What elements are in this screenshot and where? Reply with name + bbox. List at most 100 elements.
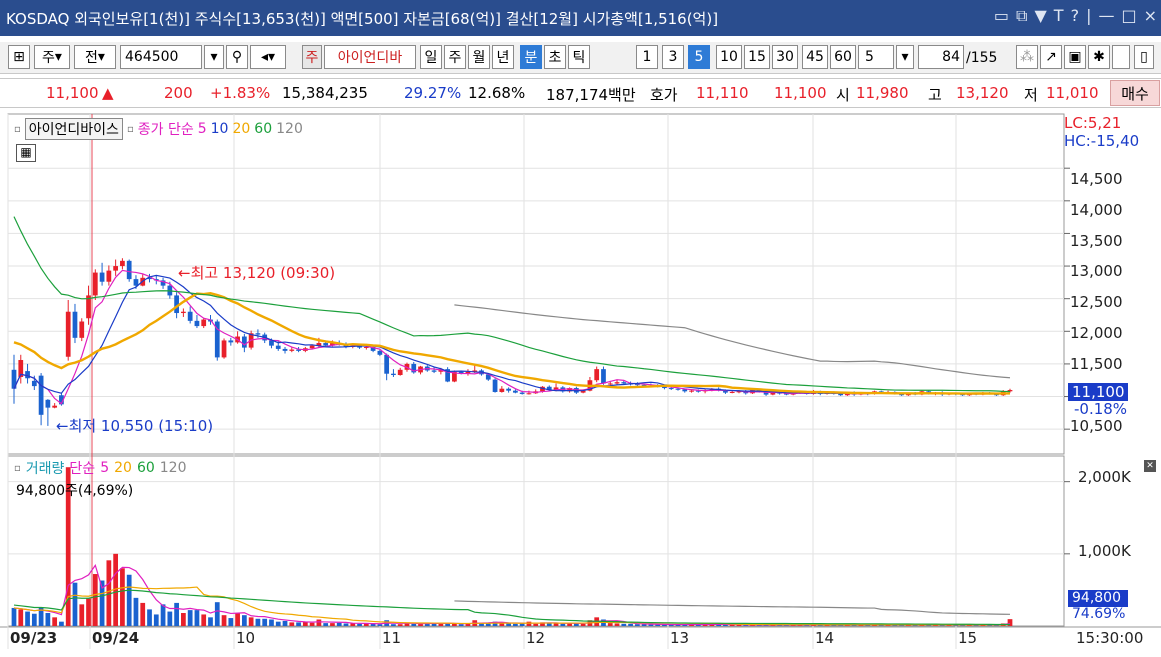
- time-readout: 15:30:00: [1076, 629, 1144, 647]
- volume-bar: [330, 623, 335, 626]
- volume-bar: [912, 624, 918, 626]
- price-tick: 12,500: [1070, 293, 1123, 311]
- grid-table-icon[interactable]: ▦: [16, 144, 36, 162]
- up-arrow-icon: ▲: [102, 84, 114, 102]
- volume-bar: [953, 624, 959, 626]
- volume-bar: [580, 623, 586, 626]
- code-dropdown[interactable]: ▾: [204, 45, 224, 69]
- cycle-dropdown[interactable]: 주 ▾: [34, 45, 70, 69]
- indicator-icon[interactable]: ⁂: [1016, 45, 1038, 69]
- date-label: 15: [958, 629, 978, 647]
- copy-window-icon[interactable]: ⧉: [1016, 6, 1028, 25]
- volume-bar: [682, 624, 688, 626]
- minimize-icon[interactable]: —: [1098, 6, 1115, 25]
- tab-week[interactable]: 주: [444, 45, 466, 69]
- code-input[interactable]: 464500: [120, 45, 202, 69]
- tab-day[interactable]: 일: [420, 45, 442, 69]
- candle-body: [296, 349, 301, 351]
- tab-minute[interactable]: 분: [520, 45, 542, 69]
- tab-year[interactable]: 년: [492, 45, 514, 69]
- minute-input[interactable]: 5: [858, 45, 894, 69]
- pane-close-icon[interactable]: ✕: [1144, 460, 1156, 472]
- candle-body: [214, 321, 220, 358]
- minute-button-1[interactable]: 1: [636, 45, 658, 69]
- pin-icon[interactable]: ▼: [1034, 6, 1047, 25]
- volume-bar: [878, 624, 884, 626]
- volume-bar: [147, 609, 152, 626]
- minute-button-15[interactable]: 15: [744, 45, 770, 69]
- volume-bar: [648, 624, 654, 626]
- candle-body: [580, 390, 586, 393]
- minute-button-60[interactable]: 60: [830, 45, 856, 69]
- ma-legend-title: 종가 단순: [137, 122, 194, 138]
- count-input[interactable]: 84: [918, 45, 964, 69]
- volume-bar: [52, 617, 58, 626]
- minute-button-5[interactable]: 5: [688, 45, 710, 69]
- volume-bar: [269, 619, 274, 626]
- volume-bar: [946, 624, 952, 626]
- trend-line-icon[interactable]: ↗: [1040, 45, 1062, 69]
- volume-bar: [824, 624, 830, 626]
- chart-menu-icon[interactable]: ⊞: [8, 45, 30, 69]
- candle-body: [506, 388, 511, 391]
- price-tick: 13,500: [1070, 232, 1123, 250]
- volume-bar: [167, 611, 173, 626]
- high-label: 고: [928, 86, 942, 104]
- stock-name-badge[interactable]: 아이언디바이스: [24, 118, 123, 140]
- search-icon[interactable]: ⚲: [226, 45, 248, 69]
- restore-icon[interactable]: ▭: [993, 6, 1010, 25]
- speaker-icon[interactable]: ◂▾: [250, 45, 286, 69]
- minute-button-3[interactable]: 3: [662, 45, 684, 69]
- save-icon[interactable]: ▣: [1064, 45, 1086, 69]
- volume-bar: [526, 621, 532, 626]
- volume-bar: [756, 624, 762, 626]
- current-price-tag: 11,100: [1068, 383, 1128, 401]
- candle-body: [316, 343, 322, 346]
- maximize-icon[interactable]: □: [1121, 6, 1137, 25]
- period-dropdown[interactable]: 전 ▾: [74, 45, 116, 69]
- price-tick: 14,000: [1070, 201, 1123, 219]
- total-volume: 15,384,235: [282, 84, 368, 102]
- candle-body: [384, 354, 390, 374]
- tab-month[interactable]: 월: [468, 45, 490, 69]
- minute-button-30[interactable]: 30: [772, 45, 798, 69]
- volume-bar: [492, 621, 498, 626]
- price-pane-frame: [7, 113, 1065, 455]
- tab-second[interactable]: 초: [544, 45, 566, 69]
- candle-body: [45, 399, 51, 408]
- help-icon[interactable]: ?: [1070, 6, 1080, 25]
- candle-body: [181, 311, 186, 314]
- font-icon[interactable]: T: [1053, 6, 1064, 25]
- panel-icon[interactable]: ▯: [1134, 45, 1154, 69]
- volume-bar: [255, 618, 261, 626]
- candle-body: [11, 369, 17, 389]
- divider: |: [1086, 6, 1092, 25]
- volume-bar: [567, 622, 572, 626]
- volume-bar: [607, 623, 613, 626]
- candle-body: [194, 320, 200, 327]
- option-checkbox[interactable]: [1112, 45, 1130, 69]
- stock-name[interactable]: 아이언디바: [324, 45, 416, 69]
- volume-bar: [933, 624, 938, 626]
- window-title: KOSDAQ 외국인보유[1(천)] 주식수[13,653(천)] 액면[500…: [6, 9, 719, 28]
- gear-icon[interactable]: ✱: [1088, 45, 1110, 69]
- volume-legend: ▫ 거래량 단순 5 20 60 120: [14, 458, 187, 478]
- candle-body: [546, 386, 552, 391]
- square-icon: ▫: [14, 123, 21, 135]
- volume-bar: [187, 610, 193, 626]
- candle-body: [838, 393, 843, 396]
- volume-bar: [370, 623, 376, 626]
- volume-bar: [431, 623, 437, 626]
- tab-tick[interactable]: 틱: [568, 45, 590, 69]
- price-tick: 12,000: [1070, 324, 1123, 342]
- minute-button-45[interactable]: 45: [802, 45, 828, 69]
- candle-body: [763, 391, 769, 395]
- candle-body: [689, 390, 694, 392]
- candle-body: [18, 360, 24, 377]
- chart-canvas[interactable]: [0, 112, 1161, 653]
- buy-button[interactable]: 매수: [1110, 80, 1160, 106]
- minute-dropdown[interactable]: ▾: [896, 45, 914, 69]
- close-icon[interactable]: ×: [1143, 6, 1157, 25]
- candle-body: [65, 311, 71, 357]
- minute-button-10[interactable]: 10: [716, 45, 742, 69]
